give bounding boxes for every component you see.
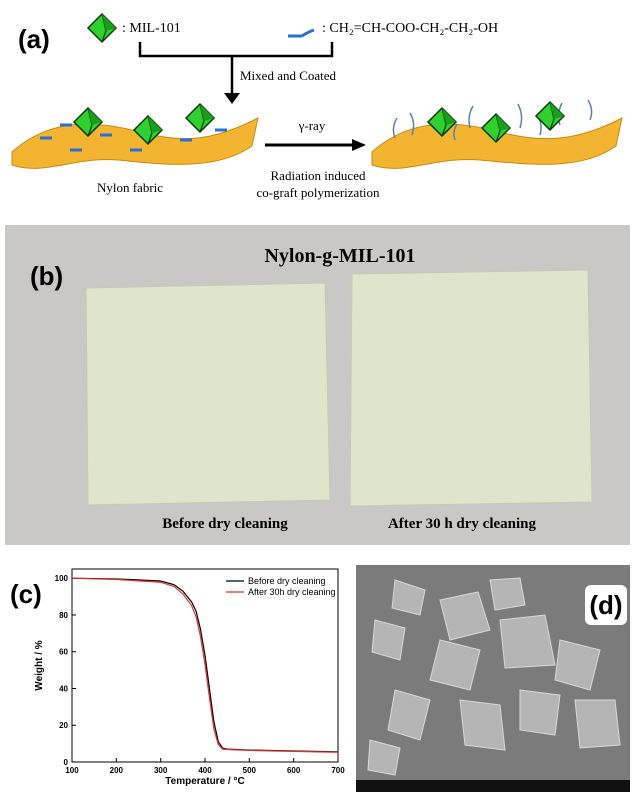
figure: (a) : MIL-101 : CH₂=CH-COO-CH₂-CH₂-OH Mi…	[0, 0, 635, 792]
photo-title: Nylon-g-MIL-101	[264, 245, 415, 267]
mof-icon	[186, 104, 214, 132]
step-text: co-graft polymerization	[256, 185, 380, 200]
caption: Nylon fabric	[97, 180, 163, 195]
y-tick-label: 80	[59, 611, 68, 620]
legend-label: Before dry cleaning	[248, 576, 326, 586]
x-tick-label: 100	[65, 766, 79, 775]
x-tick-label: 600	[287, 766, 301, 775]
panel-label: (d)	[589, 590, 622, 620]
y-tick-label: 20	[59, 721, 68, 730]
step-text: Radiation induced	[271, 168, 366, 183]
fabric-sample	[350, 270, 592, 506]
x-tick-label: 200	[110, 766, 124, 775]
monomer-icon	[288, 30, 314, 36]
arrow-head	[224, 93, 240, 104]
x-tick-label: 700	[331, 766, 345, 775]
caption: After 30 h dry cleaning	[388, 516, 537, 532]
legend-text: : CH₂=CH-COO-CH₂-CH₂-OH	[322, 21, 498, 36]
legend-text: : MIL-101	[122, 21, 181, 36]
step-text: Mixed and Coated	[240, 68, 337, 83]
fabric	[12, 118, 258, 168]
legend-label: After 30h dry cleaning	[248, 587, 336, 597]
arrow-head	[352, 139, 366, 151]
y-tick-label: 0	[64, 758, 69, 767]
mof-icon	[88, 14, 116, 42]
x-tick-label: 500	[243, 766, 257, 775]
arrow-label: γ-ray	[298, 118, 326, 133]
scale-strip	[356, 780, 630, 792]
y-tick-label: 100	[55, 574, 69, 583]
caption: Before dry cleaning	[162, 516, 288, 532]
x-tick-label: 400	[198, 766, 212, 775]
y-tick-label: 40	[59, 684, 68, 693]
series-line	[72, 578, 338, 752]
panel-label: (c)	[10, 579, 42, 609]
fabric-sample	[86, 283, 330, 505]
panel-label: (b)	[30, 261, 63, 291]
x-axis-label: Temperature / °C	[165, 776, 244, 787]
tga-chart: 100 200 300 400 500 600 700 0 20 40 60 80 100 Tempera…	[34, 569, 345, 787]
panel-label: (a)	[18, 24, 50, 54]
y-tick-label: 60	[59, 648, 68, 657]
x-tick-label: 300	[154, 766, 168, 775]
y-axis-label: Weight / %	[34, 640, 45, 690]
